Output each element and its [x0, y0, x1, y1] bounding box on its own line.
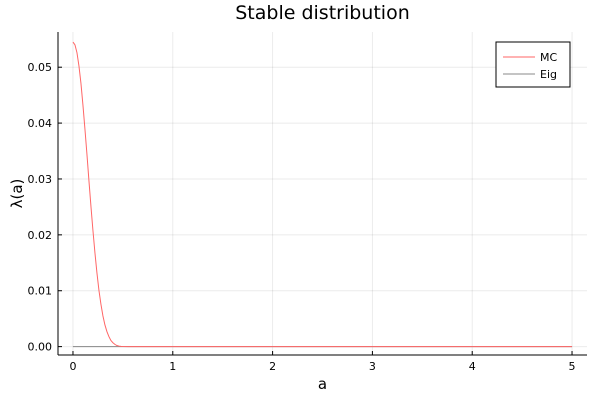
y-tick-label: 0.04 — [28, 117, 53, 130]
x-tick-label: 0 — [69, 360, 76, 373]
x-tick-label: 5 — [569, 360, 576, 373]
y-tick-label: 0.03 — [28, 173, 53, 186]
legend: MC Eig — [495, 41, 571, 88]
x-tick-label: 4 — [469, 360, 476, 373]
series-layer — [72, 41, 573, 348]
x-tick-label: 2 — [269, 360, 276, 373]
legend-label-eig: Eig — [540, 68, 557, 81]
legend-box — [495, 41, 571, 88]
x-ticks: 0 1 2 3 4 5 — [69, 351, 576, 373]
legend-label-mc: MC — [540, 51, 557, 64]
y-tick-label: 0.02 — [28, 229, 53, 242]
x-tick-label: 3 — [369, 360, 376, 373]
chart-title: Stable distribution — [235, 2, 410, 24]
y-tick-label: 0.05 — [28, 61, 53, 74]
series-line-mc — [72, 41, 573, 348]
y-tick-label: 0.00 — [28, 341, 53, 354]
y-axis-label: λ(a) — [8, 179, 26, 209]
y-ticks: 0.00 0.01 0.02 0.03 0.04 0.05 — [28, 61, 62, 354]
x-tick-label: 1 — [169, 360, 176, 373]
y-tick-label: 0.01 — [28, 285, 53, 298]
axes — [57, 32, 587, 356]
x-axis-label: a — [318, 375, 327, 393]
